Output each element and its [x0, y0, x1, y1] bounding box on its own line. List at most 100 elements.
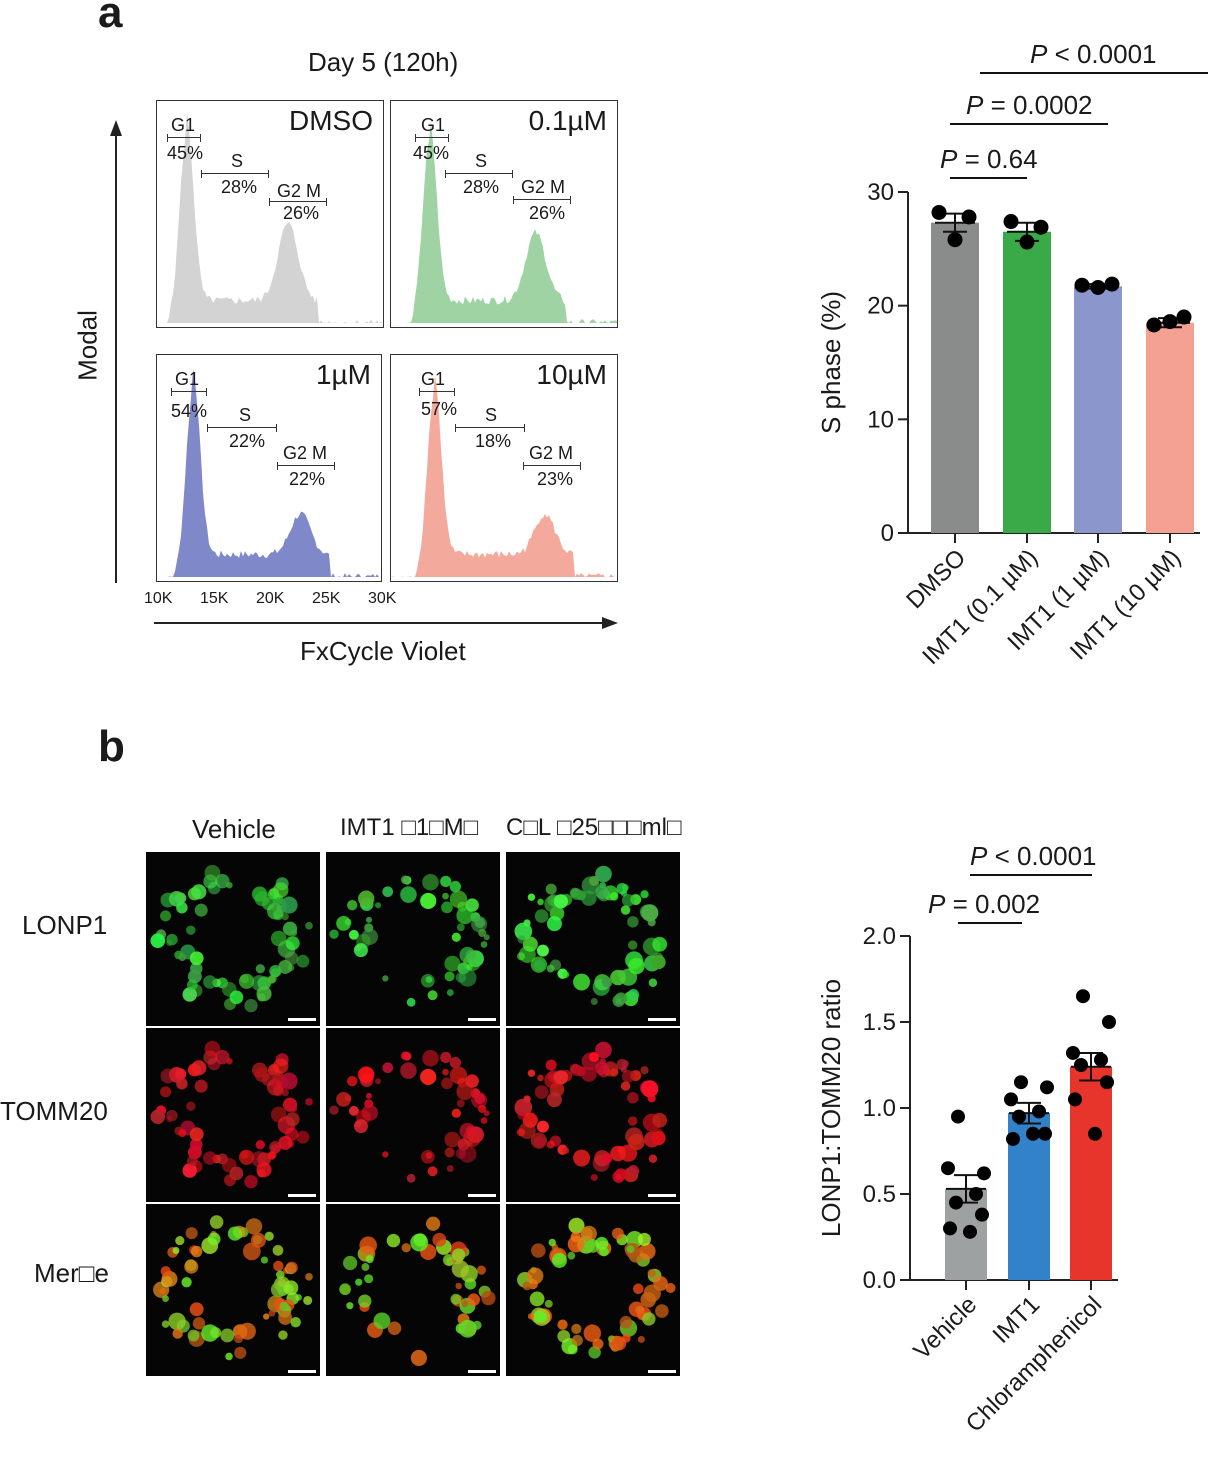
row-label-merge: Mer□e	[34, 1258, 109, 1288]
mitochondria-spot	[567, 1251, 576, 1260]
mitochondria-spot	[451, 932, 461, 942]
g2m-percent: 26%	[529, 203, 566, 223]
mitochondria-spot	[449, 890, 468, 908]
micrograph-vehicle-lonp1	[146, 852, 320, 1026]
data-point	[1146, 317, 1162, 333]
mitochondria-spot	[278, 1310, 293, 1325]
mitochondria-spot	[465, 949, 476, 960]
mitochondria-spot	[420, 892, 437, 910]
histogram-plot	[157, 369, 381, 577]
mitochondria-spot	[550, 1135, 562, 1147]
data-point	[1019, 234, 1035, 250]
mitochondria-spot	[161, 1320, 170, 1328]
row-label-tomm20: TOMM20	[0, 1096, 108, 1126]
mitochondria-spot	[159, 1287, 166, 1295]
data-point	[951, 1109, 965, 1124]
mitochondria-spot	[187, 1155, 198, 1167]
mitochondria-spot	[406, 997, 416, 1007]
histogram-plot	[157, 113, 383, 323]
mitochondria-spot	[536, 944, 549, 957]
p-value-label: P = 0.64	[940, 144, 1038, 174]
mitochondria-spot	[665, 1282, 676, 1293]
mitochondria-spot	[364, 923, 374, 933]
data-point	[969, 1187, 983, 1201]
mitochondria-spot	[471, 916, 488, 933]
condition-label: 10µM	[536, 359, 607, 390]
mitochondria-spot	[642, 1312, 656, 1326]
g2m-gate	[277, 462, 335, 472]
mitochondria-spot	[203, 1151, 217, 1165]
mitochondria-spot	[187, 1329, 200, 1342]
mitochondria-spot	[529, 1291, 545, 1307]
mitochondria-spot	[400, 1062, 417, 1079]
histogram-area	[157, 369, 381, 577]
data-point	[1032, 1104, 1046, 1119]
mitochondria-spot	[641, 904, 659, 922]
mitochondria-spot	[178, 1129, 187, 1138]
data-point	[1102, 1015, 1116, 1029]
scale-bar	[468, 1370, 496, 1373]
mitochondria-spot	[201, 1324, 219, 1342]
mitochondria-spot	[185, 1227, 198, 1240]
mitochondria-spot	[260, 1256, 269, 1264]
mitochondria-spot	[172, 1247, 180, 1255]
data-point	[1094, 1052, 1108, 1067]
scale-bar	[288, 1018, 316, 1021]
mitochondria-spot	[182, 987, 197, 1002]
mitochondria-spot	[573, 1149, 591, 1167]
mitochondria-spot	[471, 1092, 488, 1109]
histogram-area	[391, 375, 617, 577]
data-point	[1088, 1126, 1102, 1141]
mitochondria-spot	[303, 1295, 313, 1305]
g1-gate	[171, 388, 207, 398]
mitochondria-spot	[400, 1051, 410, 1061]
mitochondria-spot	[280, 896, 298, 914]
mitochondria-spot	[621, 894, 635, 907]
mitochondria-spot	[440, 875, 452, 888]
x-tick-label: 30K	[368, 590, 397, 607]
bar	[1074, 286, 1122, 533]
lonp1-tomm20-bar-chart: 0.0 0.5 1.0 1.5 2.0 LONP1:TOMM20 ratio Vehicle…	[816, 841, 1118, 1438]
mitochondria-spot	[220, 1328, 235, 1343]
mitochondria-spot	[466, 963, 473, 971]
mitochondria-spot	[478, 928, 487, 937]
histogram-10um: 10µM G1 57% S 18% G2 M 23%	[390, 354, 618, 582]
g2m-gate	[269, 198, 327, 208]
histogram-area	[391, 121, 617, 323]
mitochondria-spot	[263, 1313, 270, 1320]
mitochondria-spot	[160, 892, 176, 908]
mitochondria-spot	[400, 886, 417, 903]
mitochondria-spot	[609, 892, 619, 901]
mitochondria-spot	[517, 1111, 526, 1120]
mitochondria-spot	[451, 1248, 466, 1262]
mitochondria-spot	[343, 1255, 358, 1271]
x-tick-label: 25K	[312, 590, 341, 607]
scale-bar	[648, 1194, 676, 1197]
y-tick-label: 30	[867, 179, 894, 206]
mitochondria-spot	[267, 1151, 276, 1160]
mitochondria-spot	[480, 1117, 488, 1124]
mitochondria-spot	[284, 951, 299, 965]
s-gate-label: S	[231, 151, 244, 171]
mitochondria-spot	[229, 990, 244, 1005]
modal-axis-label: Modal	[72, 310, 103, 381]
data-point	[947, 232, 963, 248]
g2m-gate-label: G2 M	[521, 177, 566, 197]
mitochondria-spot	[285, 1112, 300, 1127]
x-category-label: Vehicle	[908, 1291, 982, 1365]
fxcycle-axis-label: FxCycle Violet	[300, 636, 466, 666]
mitochondria-spot	[272, 1245, 284, 1256]
mitochondria-spot	[449, 1056, 462, 1069]
mitochondria-spot	[427, 1166, 438, 1177]
mitochondria-spot	[281, 1089, 289, 1097]
mitochondria-spot	[150, 933, 166, 949]
bar	[1003, 231, 1051, 534]
mitochondria-spot	[359, 1236, 377, 1255]
mitochondria-spot	[386, 1233, 401, 1248]
panel-b-letter: b	[98, 722, 125, 771]
mitochondria-spot	[160, 1266, 171, 1277]
y-tick-label: 0	[881, 520, 894, 547]
micrograph-vehicle-merge	[146, 1204, 320, 1376]
mitochondria-spot	[627, 1092, 639, 1104]
mitochondria-spot	[620, 1081, 631, 1091]
